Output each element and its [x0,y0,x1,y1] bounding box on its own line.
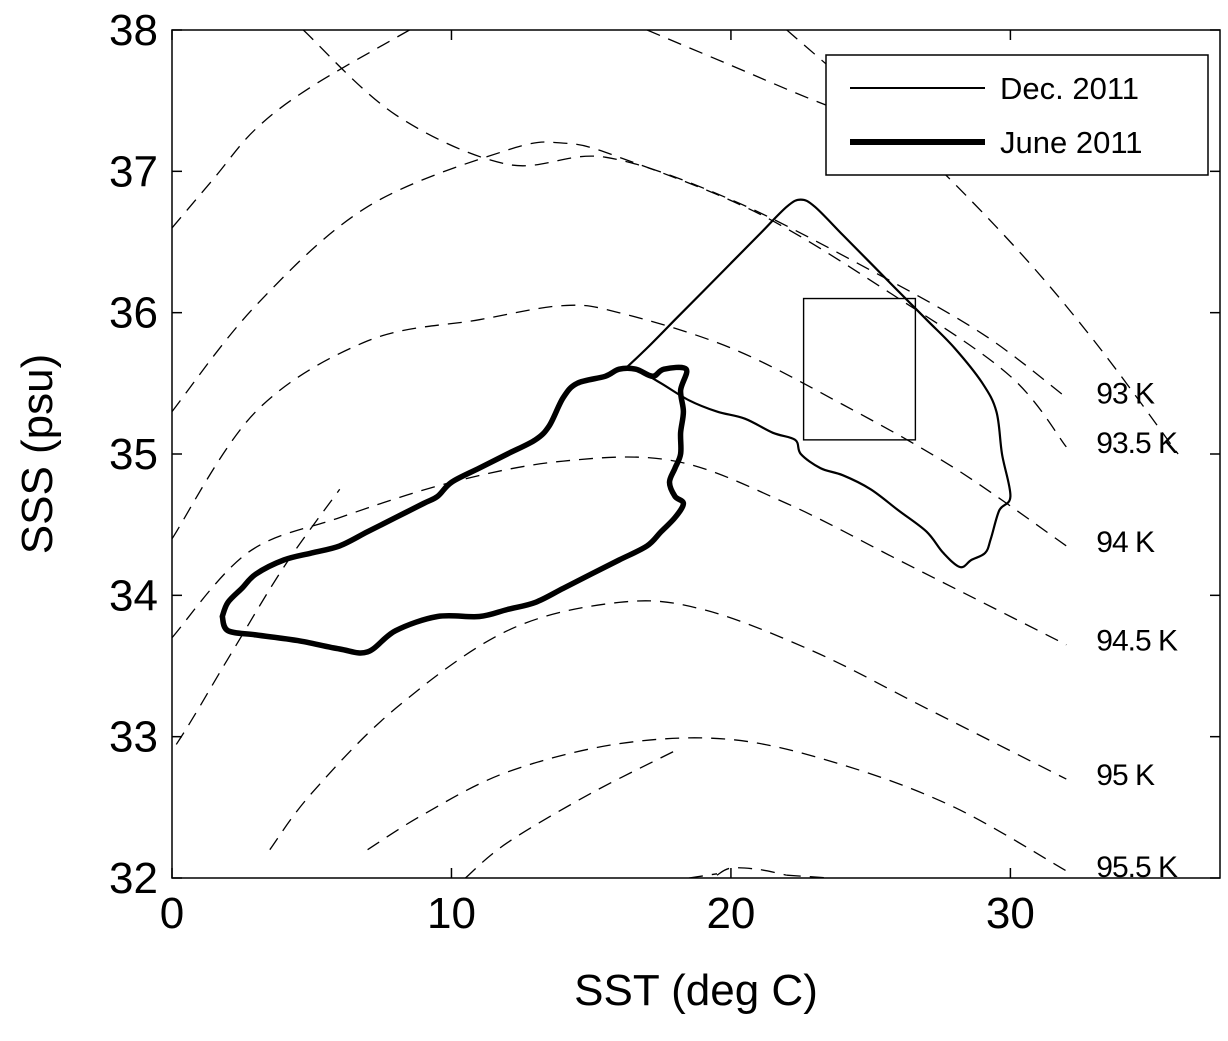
x-tick-label: 30 [986,889,1035,938]
y-axis-title: SSS (psu) [13,354,62,555]
contour-95-5-k [367,737,1067,872]
contour-label-94-5-k: 94.5 K [1096,625,1178,658]
x-tick-label: 10 [427,889,476,938]
contour-94-5-k [172,456,1067,646]
y-tick-label: 38 [109,6,158,55]
legend-label-dec-2011: Dec. 2011 [1000,71,1139,106]
x-tick-label: 0 [160,889,184,938]
contour-label-94-k: 94 K [1096,526,1155,559]
selection-box [802,297,917,441]
contour-95-k [269,600,1067,851]
x-axis-title: SST (deg C) [574,966,818,1015]
y-tick-label: 37 [109,147,158,196]
series-outline-june-2011 [219,364,690,656]
x-tick-label: 20 [706,889,755,938]
y-tick-label: 36 [109,289,158,338]
contour-unlabeled-8 [646,30,927,144]
contour-unlabeled-7 [172,30,410,229]
y-tick-label: 35 [109,430,158,479]
contour-label-95-k: 95 K [1096,759,1155,792]
contour-unlabeled-11 [716,867,787,876]
legend-label-june-2011: June 2011 [1000,125,1143,160]
y-tick-label: 33 [109,713,158,762]
contour-unlabeled-13 [786,874,829,878]
contour-94-k [172,304,1067,547]
contour-labels: 93 K 93.5 K 94 K 94.5 K 95 K 95.5 K [1096,377,1179,884]
region-rectangle [802,297,917,441]
contour-label-93-5-k: 93.5 K [1096,427,1178,460]
contour-93-5-k [172,141,1067,448]
legend: Dec. 2011 June 2011 [825,54,1209,176]
contour-unlabeled-9 [464,750,676,878]
axis-ticks: 0 10 20 30 32 33 34 35 36 37 38 [109,6,1220,938]
contour-label-95-5-k: 95.5 K [1096,851,1178,884]
y-tick-label: 32 [109,854,158,903]
data-series [219,198,1012,656]
contour-label-93-k: 93 K [1096,377,1155,410]
y-tick-label: 34 [109,571,158,620]
contour-unlabeled-12 [688,873,718,878]
series-outline-dec-2011 [623,198,1012,569]
legend-box [825,54,1209,176]
